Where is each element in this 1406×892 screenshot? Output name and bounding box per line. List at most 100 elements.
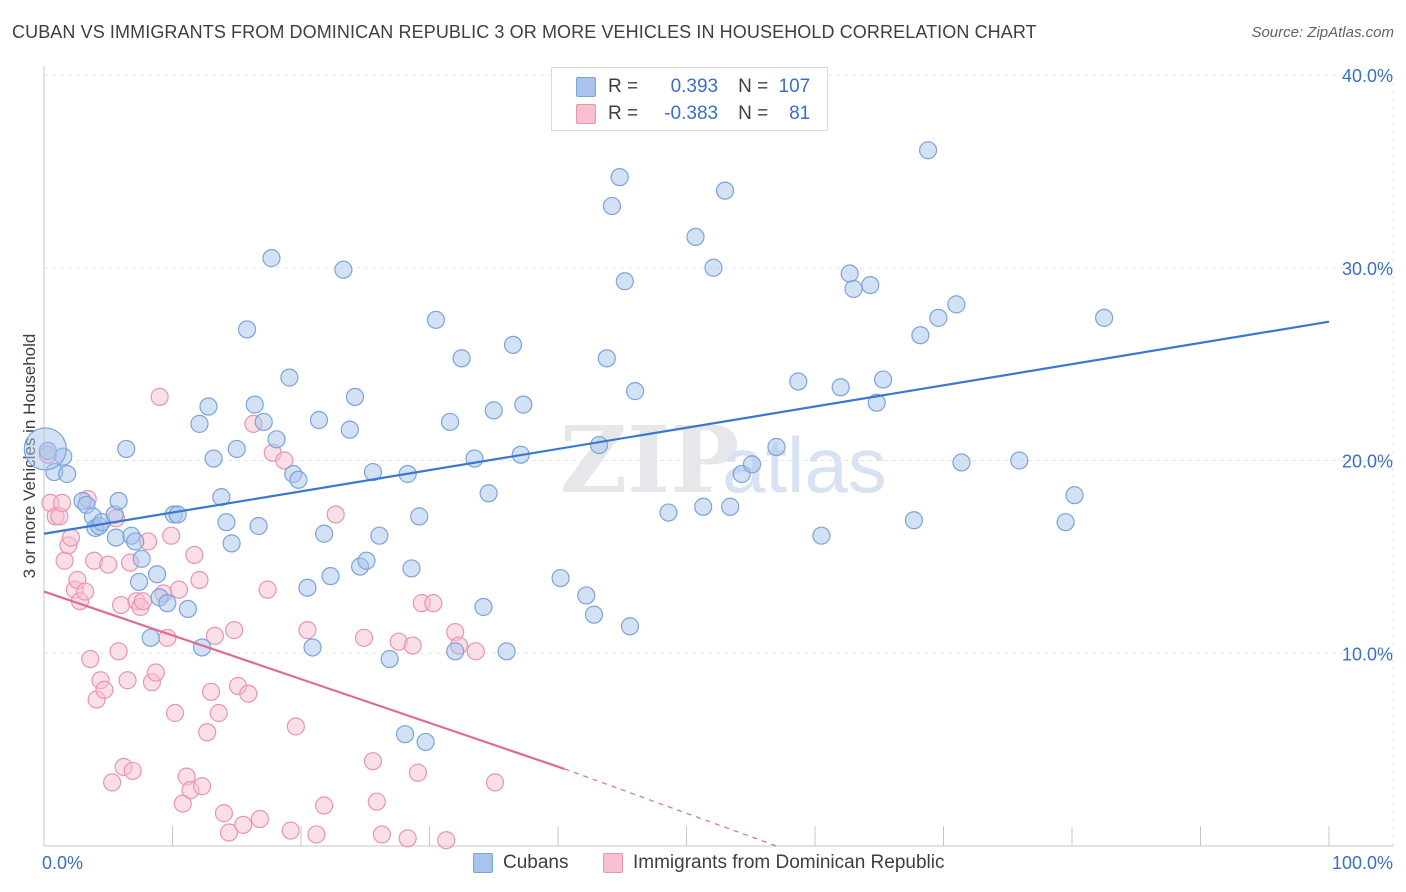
cuban-point (602, 196, 622, 216)
cuban-point (474, 597, 493, 617)
dominican-trend-extension (564, 768, 777, 847)
dominican-point (81, 649, 100, 669)
cuban-point (840, 264, 859, 283)
cuban-point (440, 412, 460, 432)
dominican-point (424, 594, 443, 613)
legend-r-value: 0.393 (670, 76, 719, 97)
cuban-point (831, 378, 850, 397)
dominican-point (99, 555, 118, 574)
dominican-point (363, 752, 383, 771)
dominican-point (95, 680, 114, 699)
cuban-point (298, 578, 317, 597)
dominican-point (173, 794, 192, 813)
cuban-point (217, 513, 236, 532)
dominican-point (398, 829, 417, 848)
cuban-point (615, 272, 634, 291)
dominican-point (146, 663, 165, 682)
cuban-point (289, 470, 308, 489)
cuban-point (767, 437, 786, 457)
dominican-point (225, 621, 244, 640)
cuban-point (497, 642, 516, 661)
cuban-point (141, 628, 160, 647)
cuban-point (1065, 486, 1084, 505)
cuban-point (861, 275, 880, 295)
cuban-point-large (23, 427, 67, 471)
dominican-point (162, 526, 181, 545)
cuban-point (58, 464, 77, 484)
cubans-trend-line (43, 320, 1330, 535)
dominican-point (275, 451, 294, 470)
cuban-point (117, 439, 136, 459)
dominican-point (403, 636, 422, 655)
cuban-point (237, 320, 257, 339)
dominican-point (103, 773, 122, 792)
bottom-legend-label-dominican: Immigrants from Dominican Republic (633, 852, 945, 873)
cuban-point (952, 453, 971, 472)
cuban-point (620, 617, 640, 636)
cuban-point (227, 439, 246, 459)
dominican-point (111, 595, 131, 615)
legend-row-cubans: R = 0.393 N = 107 (552, 74, 810, 100)
dominican-point (190, 570, 209, 590)
cuban-point (479, 484, 498, 503)
legend-n-value: 81 (789, 103, 811, 124)
cuban-point (584, 605, 604, 624)
cuban-point (340, 420, 359, 439)
dominican-point (437, 831, 456, 850)
cuban-point (222, 534, 241, 553)
cuban-point (789, 372, 808, 391)
dominican-point (169, 580, 189, 599)
cuban-point (357, 551, 376, 570)
cuban-point (577, 586, 596, 605)
dominican-point (315, 796, 334, 815)
cuban-point (267, 430, 286, 449)
chart-title: CUBAN VS IMMIGRANTS FROM DOMINICAN REPUB… (12, 22, 1037, 42)
cuban-point (370, 526, 389, 545)
dominican-point (133, 592, 153, 611)
cuban-point (204, 449, 223, 468)
cuban-point (904, 511, 924, 530)
dominican-point (61, 528, 81, 547)
cuban-point (249, 516, 268, 536)
dominican-point (219, 823, 239, 842)
dominican-point (250, 809, 269, 829)
cuban-point (918, 141, 938, 160)
dominican-point (205, 626, 225, 646)
cuban-point (1010, 451, 1029, 470)
cuban-point (178, 599, 198, 619)
cuban-point (410, 507, 429, 526)
y-tick-label: 30.0% (1342, 259, 1393, 279)
legend-r-value: -0.383 (664, 103, 719, 124)
dominican-point (372, 825, 392, 844)
cuban-point (452, 349, 471, 368)
dominican-point (109, 642, 128, 661)
source-label: Source: ZipAtlas.com (1251, 24, 1394, 41)
cuban-point (514, 395, 533, 414)
cuban-point (321, 567, 340, 586)
cuban-point (812, 526, 831, 545)
dominican-point (466, 642, 485, 661)
cuban-point (334, 260, 353, 279)
cuban-point (303, 638, 322, 657)
cuban-point (132, 549, 151, 568)
cuban-point (168, 505, 187, 524)
dominican-point (281, 821, 300, 840)
dominican-point (298, 621, 317, 640)
cuban-point (484, 401, 503, 420)
cuban-point (704, 258, 723, 277)
dominican-point (326, 505, 345, 524)
dominican-point (201, 682, 221, 701)
series-dominican-points (38, 387, 505, 850)
cuban-point (199, 397, 218, 416)
legend-n-label: N = (738, 76, 769, 97)
x-tick-label: 0.0% (42, 853, 83, 873)
dominican-point (258, 580, 277, 599)
y-tick-label: 10.0% (1342, 644, 1393, 664)
dominican-point (354, 628, 374, 647)
legend-r-label: R = (608, 103, 639, 124)
y-tick-label: 20.0% (1342, 452, 1393, 472)
dominican-point (118, 671, 137, 690)
cuban-point (590, 435, 609, 455)
cuban-point (911, 326, 930, 345)
cuban-point (597, 349, 616, 368)
